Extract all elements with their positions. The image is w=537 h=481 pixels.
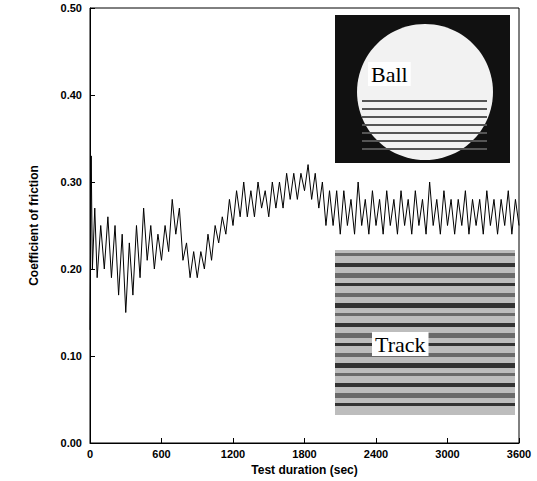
svg-text:0.10: 0.10 (61, 350, 82, 362)
svg-text:0.00: 0.00 (61, 437, 82, 449)
svg-text:Test duration (sec): Test duration (sec) (251, 463, 357, 477)
svg-text:1200: 1200 (221, 448, 245, 460)
svg-text:0.30: 0.30 (61, 176, 82, 188)
svg-text:Ball: Ball (371, 62, 408, 87)
svg-text:0.20: 0.20 (61, 263, 82, 275)
svg-text:0.40: 0.40 (61, 89, 82, 101)
svg-text:600: 600 (152, 448, 170, 460)
svg-text:3000: 3000 (435, 448, 459, 460)
svg-text:1800: 1800 (292, 448, 316, 460)
svg-text:0: 0 (87, 448, 93, 460)
svg-text:Coefficient of friction: Coefficient of friction (27, 165, 41, 286)
svg-text:3600: 3600 (507, 448, 531, 460)
svg-text:2400: 2400 (364, 448, 388, 460)
svg-text:0.50: 0.50 (61, 2, 82, 14)
svg-text:Track: Track (375, 332, 426, 357)
